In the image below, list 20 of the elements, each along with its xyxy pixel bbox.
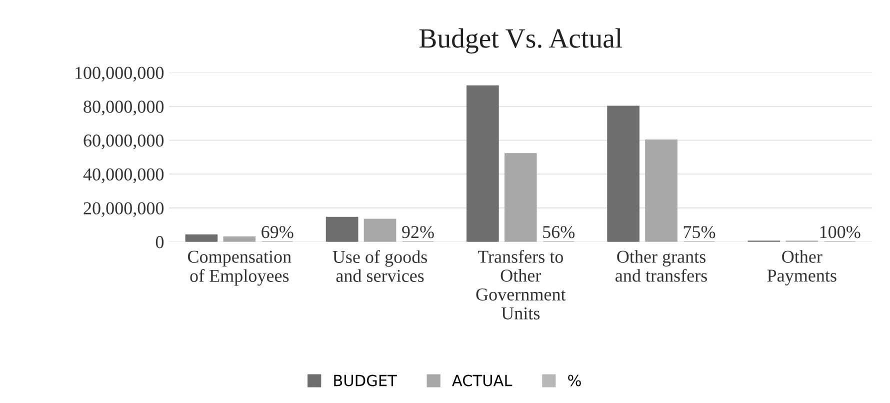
legend-label: BUDGET [334, 374, 397, 386]
x-tick-label: Compensation of Employees [188, 250, 292, 286]
legend-label: % [568, 374, 581, 386]
x-tick-label: Other grants and transfers [616, 250, 707, 282]
y-tick-label: 20,000,000 [84, 202, 164, 217]
x-tick-label: Use of goods and services [332, 250, 428, 282]
data-label: 56% [543, 226, 575, 238]
data-label: 100% [820, 226, 860, 238]
data-label: 75% [684, 226, 716, 238]
data-label: 92% [402, 226, 434, 238]
y-tick-label: 100,000,000 [76, 66, 164, 82]
chart-title: Budget Vs. Actual [419, 28, 622, 54]
y-tick-label: 0 [156, 236, 164, 248]
y-tick-label: 80,000,000 [84, 100, 164, 116]
legend-label: ACTUAL [452, 374, 512, 386]
x-tick-label: Other Payments [767, 250, 836, 286]
data-label: 69% [262, 226, 294, 238]
x-tick-label: Transfers to Other Government Units [476, 250, 566, 320]
y-tick-label: 40,000,000 [83, 168, 164, 184]
y-tick-label: 60,000,000 [84, 134, 164, 150]
